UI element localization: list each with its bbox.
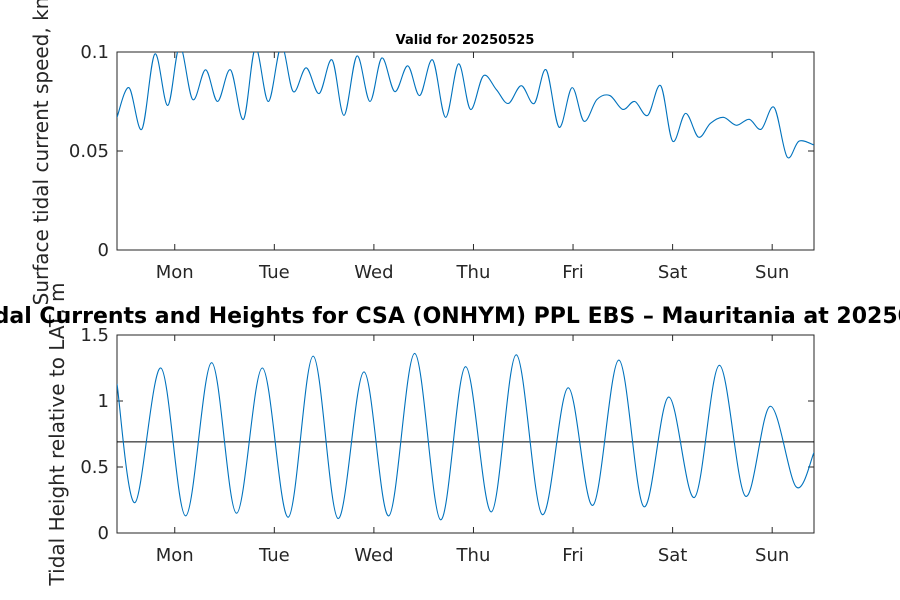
speed-series-line xyxy=(117,52,814,159)
height-xtick-label: Fri xyxy=(562,545,583,566)
tidal-height-axes-box xyxy=(116,334,815,534)
top-chart-title: Valid for 20250525 xyxy=(396,33,535,48)
tidal-height-panel: 0 0.5 1 1.5 Mon Tue Wed Thu Fri Sat Sun xyxy=(80,325,815,566)
speed-xtick-label: Sun xyxy=(755,262,789,283)
height-xtick-label: Sat xyxy=(658,545,688,566)
speed-xtick-label: Mon xyxy=(156,262,194,283)
height-xtick-label: Tue xyxy=(258,545,290,566)
speed-ytick-label: 0 xyxy=(98,240,109,261)
height-xtick-label: Mon xyxy=(156,545,194,566)
height-xtick-label: Wed xyxy=(354,545,393,566)
speed-xtick-label: Fri xyxy=(562,262,583,283)
speed-ytick-label: 0.05 xyxy=(69,141,109,162)
speed-xtick-label: Thu xyxy=(456,262,491,283)
speed-ytick-label: 0.1 xyxy=(80,42,109,63)
height-ytick-label: 0 xyxy=(98,523,109,544)
height-ytick-label: 1.5 xyxy=(80,325,109,346)
height-xtick-label: Sun xyxy=(755,545,789,566)
height-ytick-label: 0.5 xyxy=(80,457,109,478)
tidal-height-ylabel: Tidal Height relative to LAT, m xyxy=(45,283,69,587)
height-ytick-label: 1 xyxy=(98,391,109,412)
speed-xtick-label: Sat xyxy=(658,262,688,283)
current-speed-panel: 0 0.05 0.1 Mon Tue Wed Thu Fri Sat Sun xyxy=(69,42,815,283)
height-series-line xyxy=(117,352,814,521)
speed-xtick-label: Wed xyxy=(354,262,393,283)
current-speed-ylabel: Surface tidal current speed, kn xyxy=(29,0,53,305)
height-xtick-label: Thu xyxy=(456,545,491,566)
main-chart-title: Tidal Currents and Heights for CSA (ONHY… xyxy=(0,304,900,329)
current-speed-axes-box xyxy=(116,51,815,251)
speed-xtick-label: Tue xyxy=(258,262,290,283)
